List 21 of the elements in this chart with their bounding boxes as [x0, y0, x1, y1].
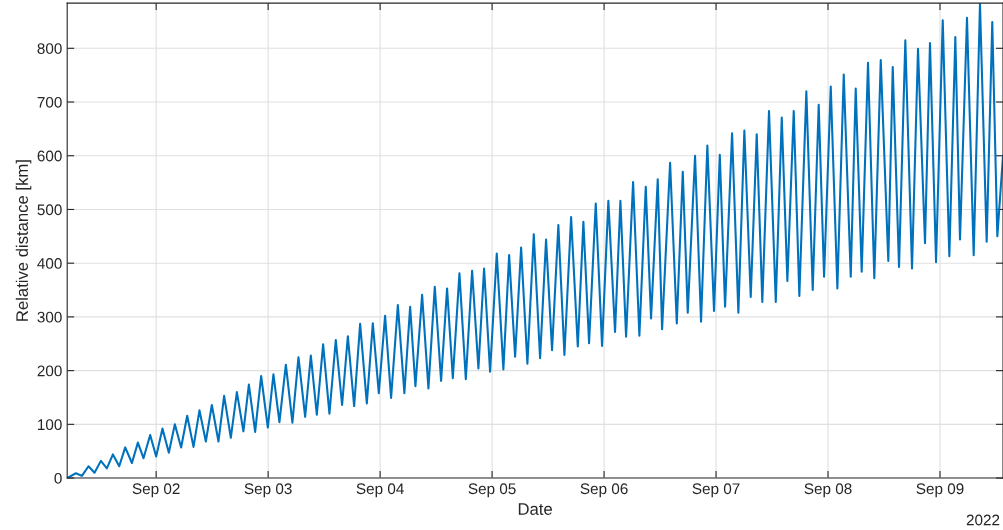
y-tick-label: 800: [37, 43, 62, 54]
text: 2022: [966, 514, 1000, 526]
y-tick-label: 0: [54, 472, 62, 484]
x-tick-label: Sep 04: [356, 483, 404, 498]
x-tick-label: Sep 05: [468, 483, 516, 498]
y-tick-label: 300: [37, 311, 62, 323]
y-tick-label: 500: [37, 204, 62, 216]
y-tick-label: 600: [37, 150, 62, 162]
y-axis-title: Relative distance [km]: [15, 160, 32, 321]
y-tick-label: 400: [37, 258, 62, 269]
line-series: [67, 3, 1003, 479]
x-tick-label: Sep 07: [692, 483, 740, 498]
x-axis-title: Date: [518, 503, 552, 515]
x-tick-label: Sep 02: [132, 483, 180, 498]
x-tick-label: Sep 03: [244, 483, 292, 498]
y-tick-label: 100: [38, 419, 62, 431]
y-tick-label: 200: [37, 365, 62, 377]
x-tick-label: Sep 09: [916, 483, 964, 498]
x-tick-label: Sep 08: [804, 483, 852, 498]
y-tick-label: 700: [37, 96, 62, 108]
x-tick-label: Sep 06: [580, 483, 628, 498]
